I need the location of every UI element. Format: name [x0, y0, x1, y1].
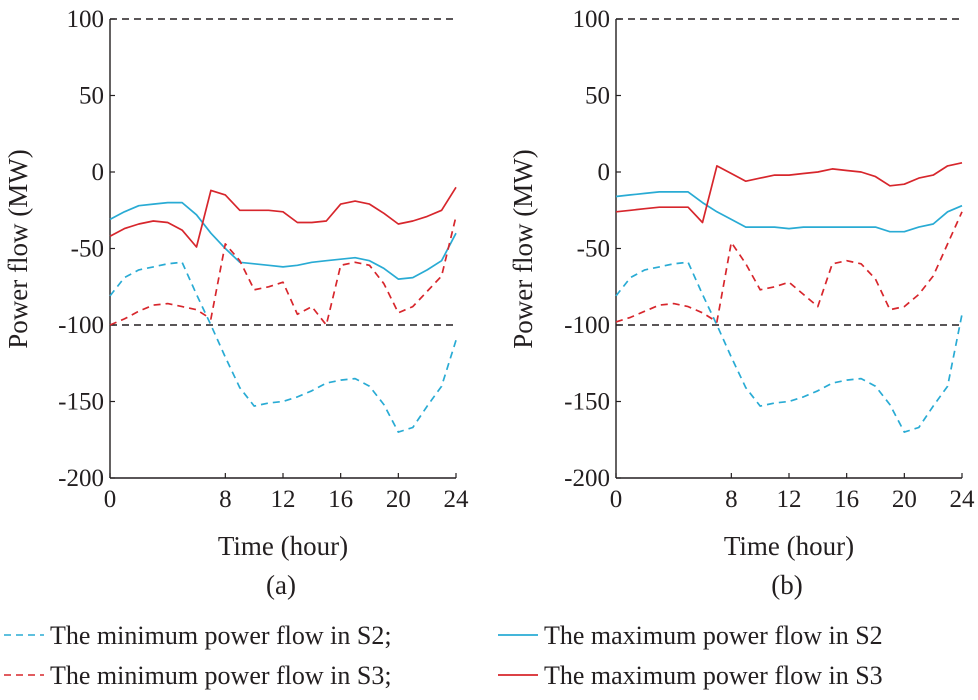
panel-b: Power flow (MW) Time (hour) (b) 100 50 0 -5…: [508, 6, 975, 600]
y-tick-label-a: -150: [58, 389, 104, 416]
legend-label-min-s3: The minimum power flow in S3;: [50, 661, 392, 690]
legend-label-max-s2: The maximum power flow in S2: [544, 621, 883, 650]
series-line-min-s3-b: [615, 211, 963, 323]
x-tick-label-a: 0: [104, 486, 117, 513]
y-tick-label-b: -100: [564, 312, 610, 339]
legend: The minimum power flow in S2; The maximu…: [4, 621, 883, 690]
series-line-max-s2-b: [615, 191, 963, 233]
x-tick-label-b: 24: [950, 486, 976, 513]
series-line-min-s3-a: [109, 216, 457, 326]
series-line-min-s2-b: [615, 261, 963, 433]
x-tick-label-b: 0: [610, 486, 623, 513]
y-tick-label-b: -150: [564, 389, 610, 416]
x-tick-label-a: 12: [271, 486, 296, 513]
x-tick-label-a: 16: [328, 486, 353, 513]
y-tick-label-b: 0: [598, 159, 611, 186]
panel-label-b: (b): [771, 570, 802, 600]
legend-label-min-s2: The minimum power flow in S2;: [50, 621, 392, 650]
y-tick-label-a: 0: [92, 159, 105, 186]
x-tick-label-b: 20: [892, 486, 917, 513]
y-tick-label-b: -200: [564, 465, 610, 492]
x-tick-label-b: 8: [725, 486, 738, 513]
y-tick-label-b: 100: [573, 6, 611, 33]
x-axis-title-a: Time (hour): [218, 531, 348, 561]
x-axis-title-b: Time (hour): [724, 531, 854, 561]
y-tick-label-a: 50: [79, 83, 104, 110]
y-tick-label-b: 50: [585, 83, 610, 110]
y-tick-label-a: 100: [67, 6, 105, 33]
y-axis-title-a: Power flow (MW): [3, 149, 33, 348]
series-line-max-s3-a: [109, 186, 457, 248]
y-tick-label-a: -100: [58, 312, 104, 339]
x-tick-label-a: 8: [219, 486, 232, 513]
panel-a: Power flow (MW) Time (hour) (a) 100 50 0 -5…: [3, 6, 469, 600]
legend-label-max-s3: The maximum power flow in S3: [544, 661, 883, 690]
series-line-max-s3-b: [615, 161, 963, 224]
panel-label-a: (a): [266, 570, 296, 600]
y-tick-label-b: -50: [577, 236, 610, 263]
x-tick-label-b: 16: [834, 486, 859, 513]
series-line-min-s2-a: [109, 261, 457, 433]
x-tick-label-a: 20: [386, 486, 411, 513]
y-axis-title-b: Power flow (MW): [508, 149, 538, 348]
x-tick-label-a: 24: [444, 486, 470, 513]
y-tick-label-a: -50: [71, 236, 104, 263]
y-tick-label-a: -200: [58, 465, 104, 492]
series-line-max-s2-a: [109, 201, 457, 280]
x-tick-label-b: 12: [777, 486, 802, 513]
